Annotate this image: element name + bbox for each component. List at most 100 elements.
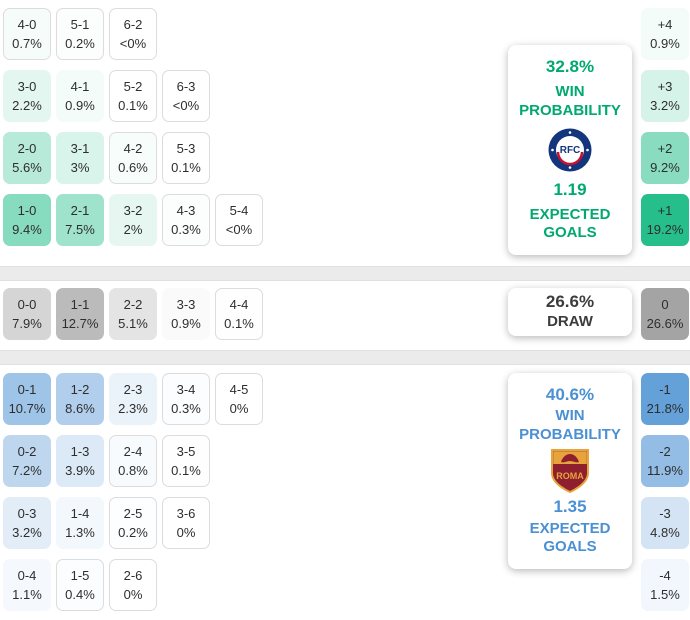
draw-margin-column: 0 26.6% — [641, 288, 689, 340]
scoreline-label: 3-4 — [176, 381, 196, 397]
probability-value: 0.1% — [224, 316, 254, 331]
scoreline-label: 4-0 — [17, 16, 37, 32]
draw-band: 0-0 7.9% 1-1 12.7% 2-2 5.1% 3-3 0.9% 4-4 0.1% 26.… — [0, 286, 690, 344]
probability-value: 2.3% — [118, 401, 148, 416]
home-expected-goals-value: 1.19 — [553, 179, 587, 199]
scoreline-label: -3 — [659, 505, 671, 521]
score-cell: 0 26.6% — [641, 288, 689, 340]
scoreline-label: 1-0 — [17, 202, 37, 218]
scoreline-label: 0-3 — [17, 505, 37, 521]
probability-value: <0% — [172, 98, 200, 113]
score-cell: 3-6 0% — [162, 497, 210, 549]
probability-value: 0.1% — [118, 98, 148, 113]
away-score-grid: 0-1 10.7% 1-2 8.6% 2-3 2.3% 3-4 0.3% 4-5 0% 0-2 7.2… — [3, 373, 263, 611]
scoreline-label: +3 — [657, 78, 673, 94]
score-row: 0-1 10.7% 1-2 8.6% 2-3 2.3% 3-4 0.3% 4-5 0% — [3, 373, 263, 425]
score-cell: 0-0 7.9% — [3, 288, 51, 340]
score-row: 0-3 3.2% 1-4 1.3% 2-5 0.2% 3-6 0% — [3, 497, 263, 549]
score-cell: 4-5 0% — [215, 373, 263, 425]
away-win-band: 0-1 10.7% 1-2 8.6% 2-3 2.3% 3-4 0.3% 4-5 0% 0-2 7.2… — [0, 371, 690, 620]
score-cell: -2 11.9% — [641, 435, 689, 487]
score-row: 3-0 2.2% 4-1 0.9% 5-2 0.1% 6-3 <0% — [3, 70, 263, 122]
probability-value: 0% — [176, 525, 196, 540]
scoreline-label: 2-5 — [123, 505, 143, 521]
probability-value: 2.2% — [12, 98, 42, 113]
probability-value: 7.9% — [12, 316, 42, 331]
score-cell: -3 4.8% — [641, 497, 689, 549]
probability-value: 0.7% — [12, 36, 42, 51]
svg-text:ROMA: ROMA — [556, 471, 584, 481]
section-divider — [0, 266, 690, 281]
probability-value: 0.4% — [65, 587, 95, 602]
scoreline-label: 2-3 — [123, 381, 143, 397]
home-win-probability-value: 32.8% — [545, 57, 595, 76]
score-row: 2-0 5.6% 3-1 3% 4-2 0.6% 5-3 0.1% — [3, 132, 263, 184]
score-cell: +4 0.9% — [641, 8, 689, 60]
probability-value: 10.7% — [8, 401, 46, 416]
score-cell: +3 3.2% — [641, 70, 689, 122]
score-cell: 4-1 0.9% — [56, 70, 104, 122]
scoreline-label: 1-2 — [70, 381, 90, 397]
scoreline-label: 4-1 — [70, 78, 90, 94]
scoreline-label: 2-4 — [123, 443, 143, 459]
draw-probability-value: 26.6% — [545, 292, 595, 312]
probability-value: 11.9% — [647, 463, 683, 478]
scoreline-label: -4 — [659, 567, 671, 583]
scoreline-label: 6-3 — [176, 78, 196, 94]
scoreline-label: 5-4 — [229, 202, 249, 218]
score-cell: 0-4 1.1% — [3, 559, 51, 611]
score-cell: 3-2 2% — [109, 194, 157, 246]
score-cell: -4 1.5% — [641, 559, 689, 611]
draw-score-grid: 0-0 7.9% 1-1 12.7% 2-2 5.1% 3-3 0.9% 4-4 0.1% — [3, 288, 263, 340]
score-cell: 4-0 0.7% — [3, 8, 51, 60]
score-cell: 0-2 7.2% — [3, 435, 51, 487]
score-cell: 4-3 0.3% — [162, 194, 210, 246]
score-cell: 5-3 0.1% — [162, 132, 210, 184]
away-win-panel: 40.6% WIN PROBABILITY ROMA 1.35 EXPECTED… — [508, 373, 632, 569]
score-cell: 5-1 0.2% — [56, 8, 104, 60]
probability-value: 0.9% — [171, 316, 201, 331]
scoreline-label: 0-1 — [17, 381, 37, 397]
score-cell: 2-1 7.5% — [56, 194, 104, 246]
scoreline-label: 1-5 — [70, 567, 90, 583]
scoreline-label: +4 — [657, 16, 673, 32]
section-divider — [0, 350, 690, 365]
away-win-probability-label: WIN PROBABILITY — [519, 407, 621, 443]
score-cell: 3-1 3% — [56, 132, 104, 184]
scoreline-label: 4-5 — [229, 381, 249, 397]
probability-value: 7.5% — [65, 222, 95, 237]
score-cell: 1-3 3.9% — [56, 435, 104, 487]
home-score-grid: 4-0 0.7% 5-1 0.2% 6-2 <0% 3-0 2.2% 4-1 0.9% 5-2 0.1… — [3, 8, 263, 246]
scoreline-label: 2-2 — [123, 296, 143, 312]
svg-text:RFC: RFC — [560, 145, 581, 156]
probability-value: 1.1% — [12, 587, 42, 602]
scoreline-label: 1-1 — [70, 296, 90, 312]
probability-value: 0% — [229, 401, 249, 416]
score-row: 0-4 1.1% 1-5 0.4% 2-6 0% — [3, 559, 263, 611]
scoreline-label: 0-2 — [17, 443, 37, 459]
score-cell: 4-2 0.6% — [109, 132, 157, 184]
score-cell: +2 9.2% — [641, 132, 689, 184]
probability-value: 0.1% — [171, 160, 201, 175]
score-cell: 2-4 0.8% — [109, 435, 157, 487]
score-cell: -1 21.8% — [641, 373, 689, 425]
score-cell: 3-5 0.1% — [162, 435, 210, 487]
scoreline-label: 4-4 — [229, 296, 249, 312]
scoreline-label: +1 — [657, 202, 673, 218]
away-win-probability-value: 40.6% — [545, 385, 595, 404]
score-cell: 3-0 2.2% — [3, 70, 51, 122]
roma-crest: ROMA — [550, 447, 590, 495]
scoreline-label: +2 — [657, 140, 673, 156]
scoreline-label: 2-1 — [70, 202, 90, 218]
score-cell: 6-2 <0% — [109, 8, 157, 60]
probability-value: 1.3% — [65, 525, 95, 540]
score-cell: 1-1 12.7% — [56, 288, 104, 340]
probability-value: 0.6% — [118, 160, 148, 175]
probability-value: 0.1% — [171, 463, 201, 478]
score-row: 1-0 9.4% 2-1 7.5% 3-2 2% 4-3 0.3% 5-4 <0% — [3, 194, 263, 246]
scoreline-label: 0 — [661, 296, 669, 312]
probability-value: 0.9% — [65, 98, 95, 113]
scoreline-label: 3-2 — [123, 202, 143, 218]
home-expected-goals-label: EXPECTED GOALS — [529, 205, 611, 242]
